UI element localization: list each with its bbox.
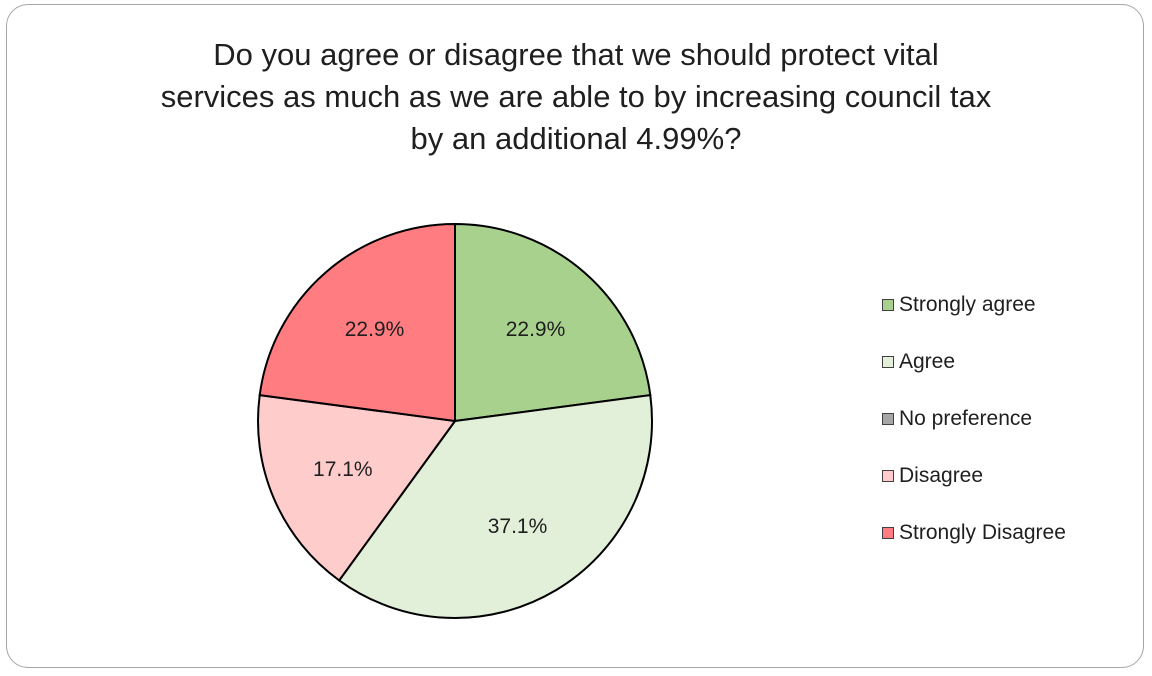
- legend-label: Agree: [899, 349, 956, 373]
- legend-swatch: [882, 526, 894, 539]
- legend-item-agree: Agree: [882, 333, 1066, 390]
- pie-slice-disagree: [257, 393, 457, 582]
- legend-item-no-preference: No preference: [882, 390, 1066, 447]
- data-label-agree: 37.1%: [488, 515, 548, 538]
- data-label-disagree: 17.1%: [313, 458, 373, 481]
- legend-label: Strongly agree: [899, 292, 1036, 316]
- chart-title: Do you agree or disagree that we should …: [160, 37, 992, 156]
- legend: Strongly agree Agree No preference Disagree…: [882, 276, 1066, 561]
- legend-swatch: [882, 412, 894, 425]
- legend-label: Disagree: [899, 463, 984, 487]
- data-label-strongly-disagree: 22.9%: [345, 318, 405, 341]
- legend-label: Strongly Disagree: [899, 520, 1066, 544]
- legend-swatch: [882, 298, 894, 311]
- legend-swatch: [882, 355, 894, 368]
- legend-item-strongly-disagree: Strongly Disagree: [882, 504, 1066, 561]
- data-label-strongly-agree: 22.9%: [506, 318, 566, 341]
- pie-slice-strongly-agree: [454, 222, 652, 423]
- legend-item-strongly-agree: Strongly agree: [882, 276, 1066, 333]
- pie-slice-agree: [337, 393, 653, 619]
- legend-item-disagree: Disagree: [882, 447, 1066, 504]
- legend-label: No preference: [899, 406, 1033, 430]
- pie-slice-strongly-disagree: [258, 222, 456, 423]
- legend-swatch: [882, 469, 894, 482]
